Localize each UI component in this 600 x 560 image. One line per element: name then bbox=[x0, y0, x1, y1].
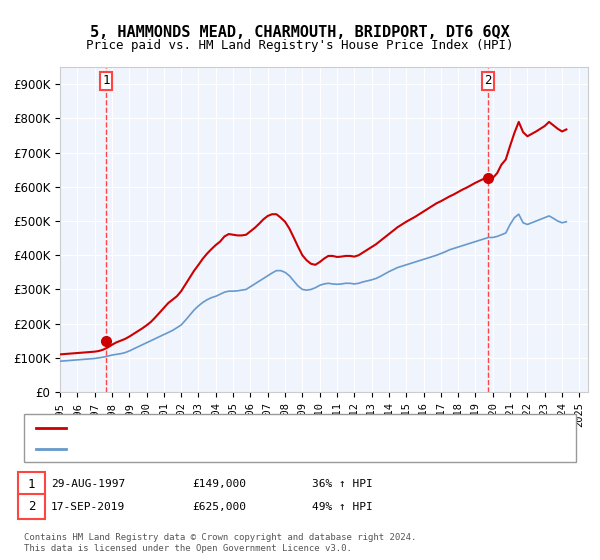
Text: 2: 2 bbox=[484, 74, 491, 87]
Text: 29-AUG-1997: 29-AUG-1997 bbox=[51, 479, 125, 489]
Text: 5, HAMMONDS MEAD, CHARMOUTH, BRIDPORT, DT6 6QX: 5, HAMMONDS MEAD, CHARMOUTH, BRIDPORT, D… bbox=[90, 25, 510, 40]
Text: Price paid vs. HM Land Registry's House Price Index (HPI): Price paid vs. HM Land Registry's House … bbox=[86, 39, 514, 52]
Text: £625,000: £625,000 bbox=[192, 502, 246, 512]
Text: £149,000: £149,000 bbox=[192, 479, 246, 489]
Text: 1: 1 bbox=[28, 478, 35, 491]
Text: 49% ↑ HPI: 49% ↑ HPI bbox=[312, 502, 373, 512]
Text: HPI: Average price, detached house, Dorset: HPI: Average price, detached house, Dors… bbox=[72, 444, 335, 454]
Text: 1: 1 bbox=[102, 74, 110, 87]
Text: 36% ↑ HPI: 36% ↑ HPI bbox=[312, 479, 373, 489]
Text: 2: 2 bbox=[28, 500, 35, 514]
Text: Contains HM Land Registry data © Crown copyright and database right 2024.
This d: Contains HM Land Registry data © Crown c… bbox=[24, 533, 416, 553]
Text: 5, HAMMONDS MEAD, CHARMOUTH, BRIDPORT, DT6 6QX (detached house): 5, HAMMONDS MEAD, CHARMOUTH, BRIDPORT, D… bbox=[72, 423, 466, 433]
Text: 17-SEP-2019: 17-SEP-2019 bbox=[51, 502, 125, 512]
